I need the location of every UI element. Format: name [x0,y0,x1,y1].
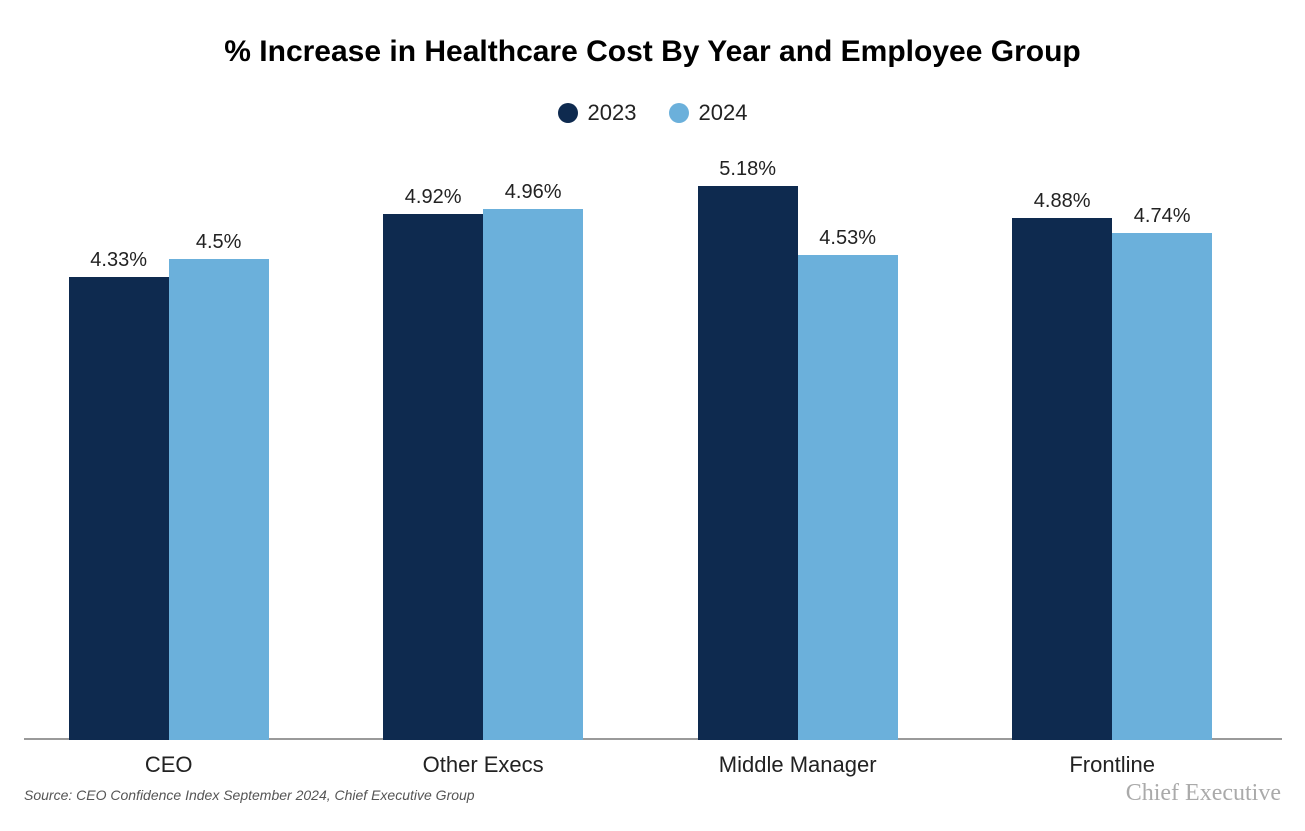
category-label-ceo: CEO [19,752,319,778]
bar-value-label: 4.92% [383,186,483,209]
legend-item-2024: 2024 [669,100,748,126]
category-label-middle-manager: Middle Manager [648,752,948,778]
legend-item-2023: 2023 [558,100,637,126]
chart-title: % Increase in Healthcare Cost By Year an… [0,35,1305,69]
chart-plot-area: 4.33%4.5%CEO4.92%4.96%Other Execs5.18%4.… [24,155,1282,740]
bar-value-label: 4.88% [1012,190,1112,213]
category-label-frontline: Frontline [962,752,1262,778]
bar-value-label: 4.5% [169,231,269,254]
bar-ceo-2024: 4.5% [169,259,269,741]
bar-value-label: 4.96% [483,181,583,204]
brand-logo-text: Chief Executive [1126,780,1281,807]
bar-value-label: 4.33% [69,249,169,272]
source-attribution: Source: CEO Confidence Index September 2… [24,787,475,803]
bar-middle-manager-2023: 5.18% [698,186,798,740]
bar-middle-manager-2024: 4.53% [798,255,898,740]
bar-frontline-2023: 4.88% [1012,218,1112,740]
category-label-other-execs: Other Execs [333,752,633,778]
bar-value-label: 4.74% [1112,205,1212,228]
legend-label: 2023 [588,100,637,126]
bar-ceo-2023: 4.33% [69,277,169,740]
chart-legend: 2023 2024 [0,100,1305,128]
chart-container: % Increase in Healthcare Cost By Year an… [0,0,1305,831]
bar-frontline-2024: 4.74% [1112,233,1212,740]
bar-value-label: 4.53% [798,227,898,250]
bar-other-execs-2024: 4.96% [483,209,583,740]
legend-swatch-icon [558,103,578,123]
bar-value-label: 5.18% [698,158,798,181]
bar-other-execs-2023: 4.92% [383,214,483,740]
legend-label: 2024 [699,100,748,126]
legend-swatch-icon [669,103,689,123]
